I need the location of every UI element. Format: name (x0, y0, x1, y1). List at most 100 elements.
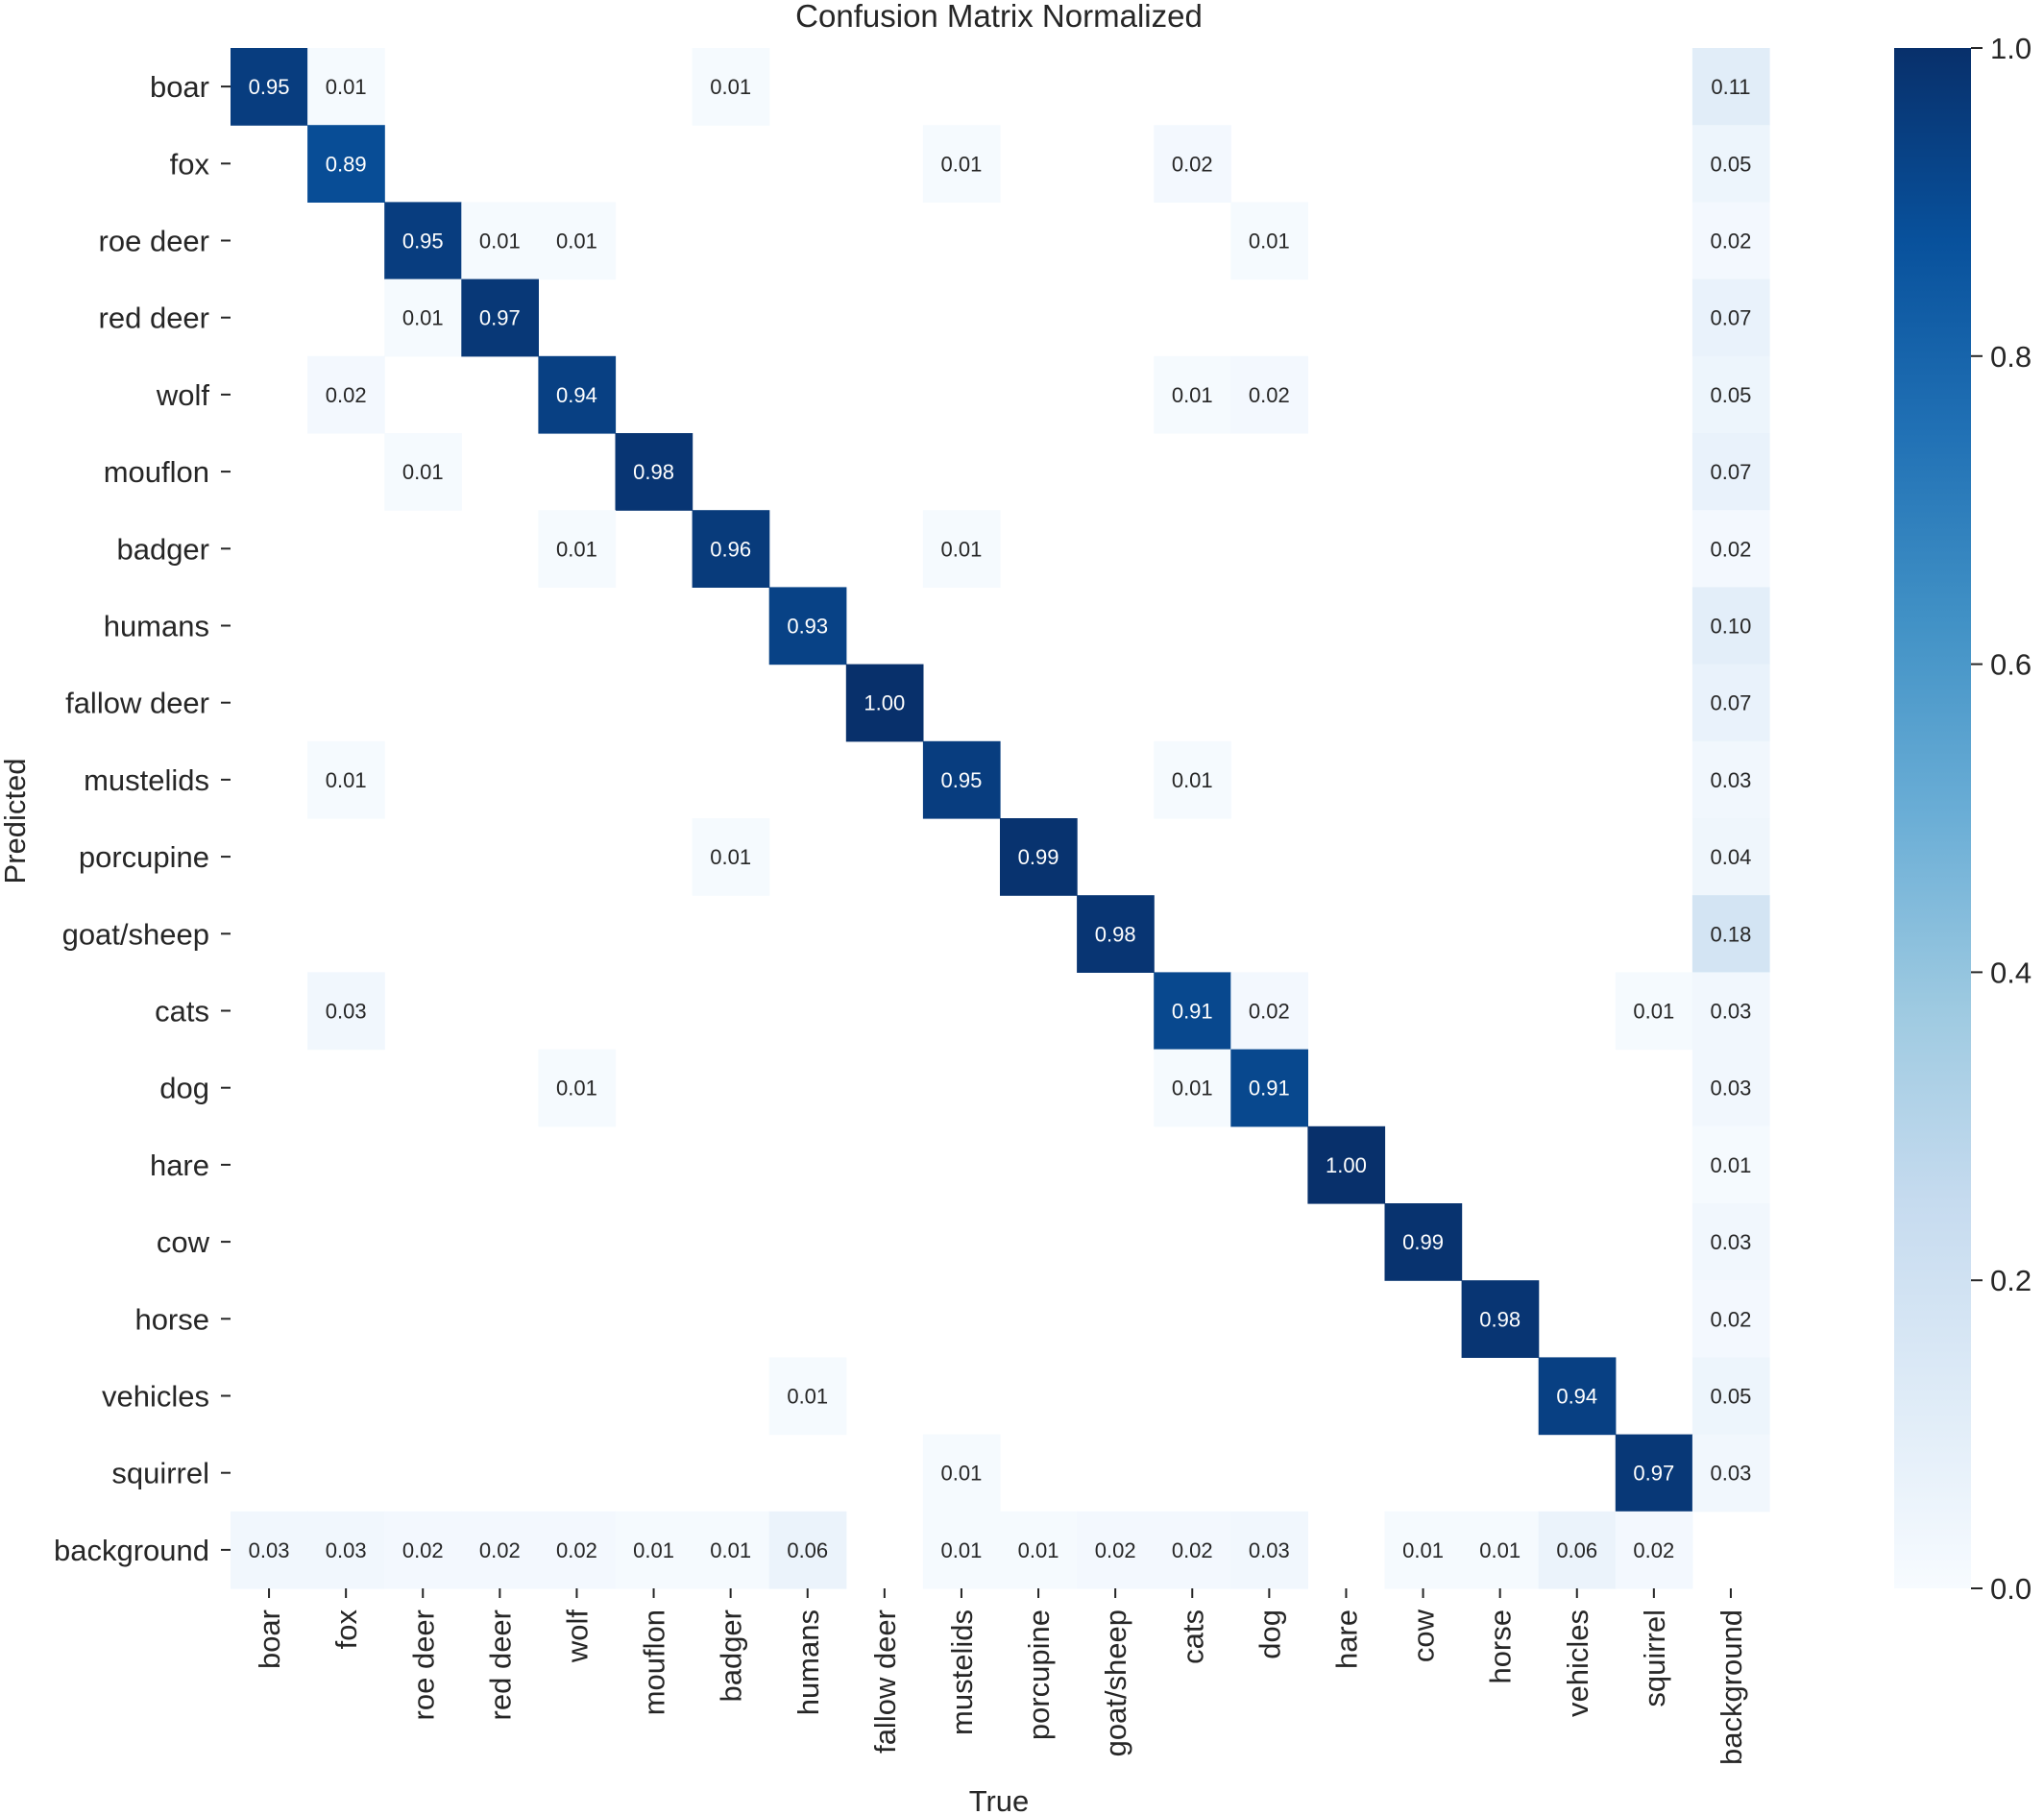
heatmap-cell (461, 1511, 539, 1589)
heatmap-cell (845, 664, 924, 742)
heatmap-cell (384, 278, 462, 357)
heatmap-cell (307, 355, 385, 434)
cell-value-label: 0.01 (710, 845, 751, 869)
chart-title: Confusion Matrix Normalized (795, 0, 1203, 34)
y-tick-label: red deer (99, 302, 209, 335)
heatmap-cells: 0.95 0.01 0.01 0.11 0.89 0.01 0.02 0.05 0.95 0.01… (231, 48, 1770, 1589)
x-tick-label: cats (1176, 1609, 1209, 1664)
cell-value-label: 0.02 (1711, 537, 1752, 561)
cell-value-label: 0.89 (326, 152, 367, 176)
heatmap-cell (538, 510, 617, 588)
cell-value-label: 0.02 (1095, 1538, 1136, 1562)
heatmap-cell (1230, 1511, 1308, 1589)
cell-value-label: 0.94 (1556, 1385, 1597, 1409)
heatmap-cell (1691, 433, 1770, 511)
heatmap-cell (1615, 1511, 1693, 1589)
cell-value-label: 0.07 (1711, 460, 1752, 484)
heatmap-cell (1154, 125, 1231, 203)
heatmap-cell (384, 433, 462, 511)
cell-value-label: 0.98 (1479, 1307, 1521, 1331)
cell-value-label: 0.01 (402, 460, 444, 484)
x-tick-label: humans (791, 1609, 825, 1715)
heatmap-cell (1691, 48, 1770, 126)
cell-value-label: 0.02 (1249, 1000, 1290, 1024)
cell-value-label: 0.02 (1711, 230, 1752, 254)
heatmap-cell (1691, 1049, 1770, 1127)
cell-value-label: 0.18 (1711, 922, 1752, 946)
heatmap-cell (231, 48, 308, 126)
heatmap-cell (538, 1511, 617, 1589)
heatmap-cell (1691, 895, 1770, 973)
x-tick-label: mouflon (638, 1609, 671, 1715)
cell-value-label: 0.02 (1711, 1307, 1752, 1331)
x-tick-label: vehicles (1561, 1609, 1594, 1717)
cell-value-label: 0.01 (1479, 1538, 1521, 1562)
cell-value-label: 0.05 (1711, 152, 1752, 176)
heatmap-cell (1691, 818, 1770, 896)
cell-value-label: 0.01 (1172, 768, 1213, 792)
cell-value-label: 0.04 (1711, 845, 1752, 869)
heatmap-cell (922, 1511, 1001, 1589)
colorbar-tick-label: 0.6 (1990, 648, 2032, 682)
cell-value-label: 0.01 (1172, 1077, 1213, 1101)
y-tick-label: background (54, 1534, 209, 1567)
cell-value-label: 0.97 (479, 306, 521, 330)
cell-value-label: 0.01 (479, 230, 521, 254)
cell-value-label: 0.03 (326, 1000, 367, 1024)
x-axis-title: True (969, 1784, 1030, 1815)
cell-value-label: 0.01 (1018, 1538, 1059, 1562)
heatmap-cell (1000, 818, 1078, 896)
cell-value-label: 0.02 (326, 383, 367, 407)
cell-value-label: 0.03 (1711, 1462, 1752, 1486)
cell-value-label: 0.02 (479, 1538, 521, 1562)
x-tick-label: horse (1484, 1609, 1518, 1684)
colorbar (1894, 48, 1971, 1588)
heatmap-cell (1691, 972, 1770, 1051)
cell-value-label: 0.01 (1172, 383, 1213, 407)
heatmap-cell (1230, 1049, 1308, 1127)
x-tick-label: porcupine (1022, 1609, 1056, 1740)
heatmap-cell (1691, 1357, 1770, 1436)
x-tick-label: badger (715, 1609, 748, 1703)
cell-value-label: 0.01 (633, 1538, 674, 1562)
cell-value-label: 0.06 (787, 1538, 828, 1562)
heatmap-cell (922, 740, 1001, 819)
heatmap-cell (1691, 1434, 1770, 1512)
cell-value-label: 0.10 (1711, 615, 1752, 639)
cell-value-label: 0.01 (941, 1462, 983, 1486)
cell-value-label: 0.01 (1633, 1000, 1674, 1024)
heatmap-cell (307, 740, 385, 819)
cell-value-label: 0.01 (556, 230, 597, 254)
heatmap-cell (231, 1511, 308, 1589)
heatmap-cell (768, 587, 847, 666)
cell-value-label: 0.03 (326, 1538, 367, 1562)
heatmap-cell (1691, 202, 1770, 280)
heatmap-cell (307, 48, 385, 126)
y-tick-label: horse (134, 1302, 209, 1336)
heatmap-cell (1154, 1511, 1231, 1589)
cell-value-label: 0.06 (1556, 1538, 1597, 1562)
heatmap-cell (1691, 355, 1770, 434)
heatmap-cell (1615, 1434, 1693, 1512)
colorbar-tick-label: 0.2 (1990, 1264, 2032, 1297)
cell-value-label: 1.00 (864, 691, 905, 715)
heatmap-cell (1384, 1203, 1463, 1281)
heatmap-cell (692, 818, 770, 896)
heatmap-cell (1230, 202, 1308, 280)
cell-value-label: 0.11 (1711, 75, 1750, 99)
y-tick-label: cats (155, 995, 209, 1028)
heatmap-cell (1154, 1049, 1231, 1127)
heatmap-cell (922, 510, 1001, 588)
heatmap-cell (1230, 972, 1308, 1051)
heatmap-cell (538, 355, 617, 434)
x-tick-label: mustelids (945, 1609, 979, 1735)
y-tick-label: mustelids (84, 763, 209, 797)
heatmap-cell (615, 1511, 694, 1589)
y-tick-label: goat/sheep (62, 917, 209, 951)
heatmap-cell (692, 48, 770, 126)
heatmap-cell (692, 1511, 770, 1589)
y-axis-title: Predicted (0, 759, 32, 884)
heatmap-cell (922, 125, 1001, 203)
heatmap-cell (1077, 895, 1155, 973)
